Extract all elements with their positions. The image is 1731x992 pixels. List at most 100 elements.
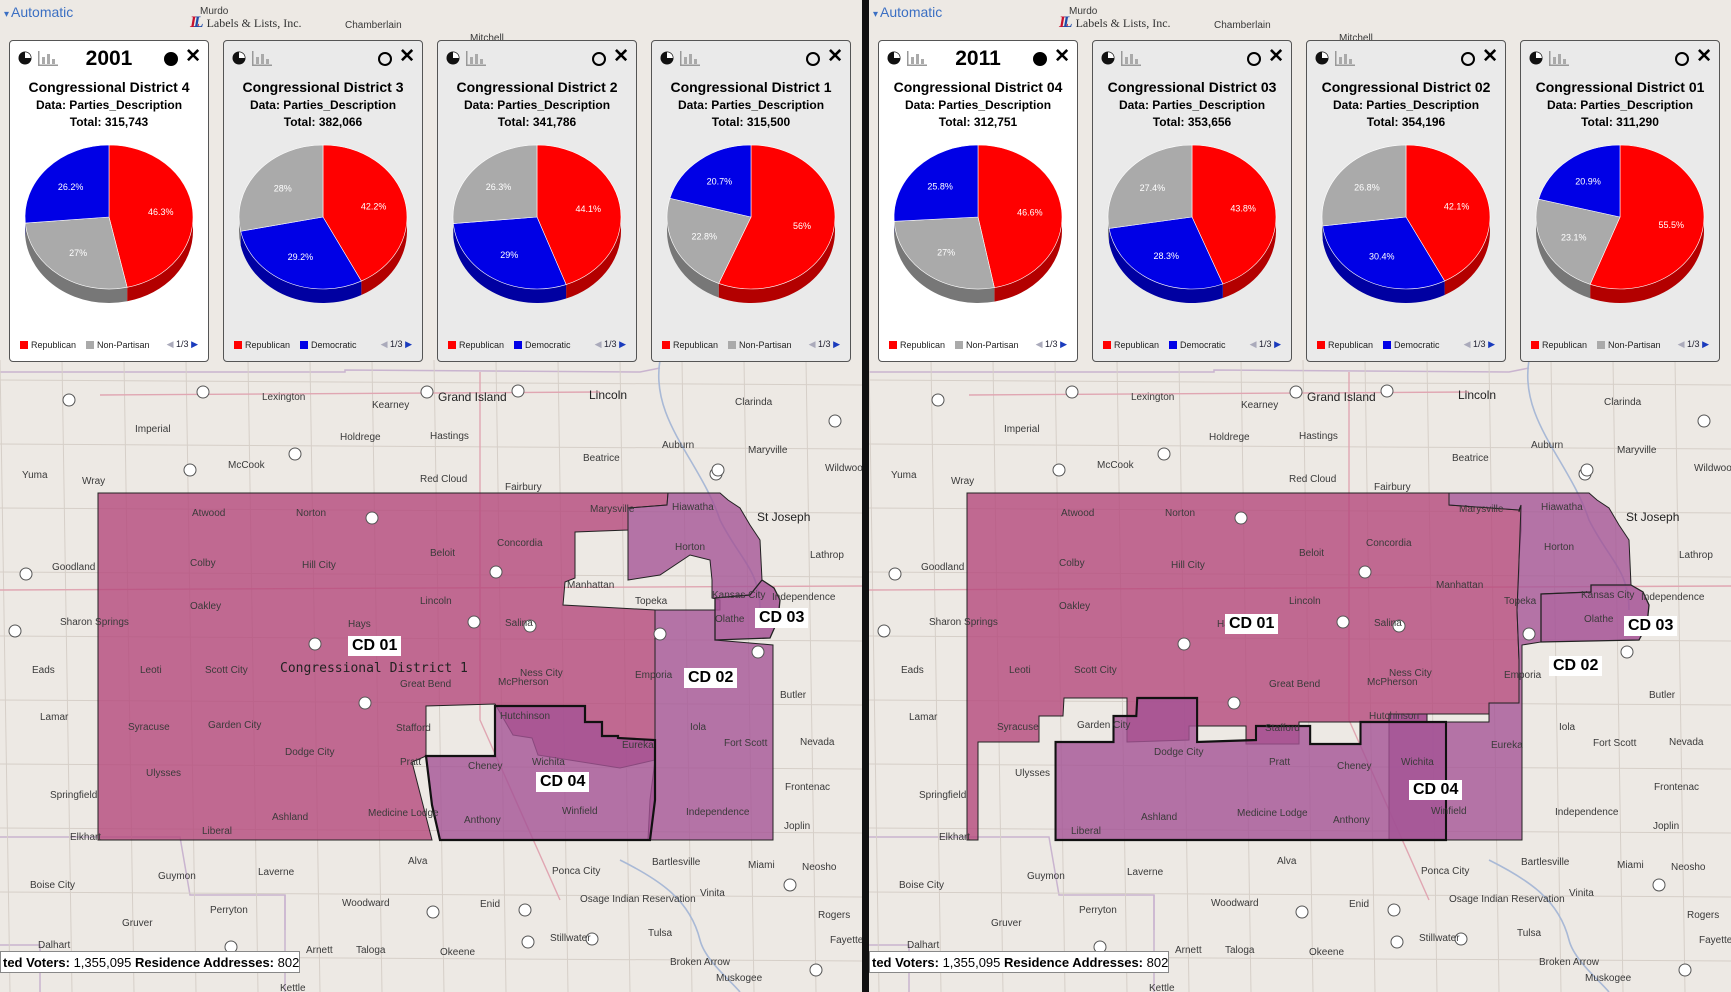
close-icon[interactable]: ✕ bbox=[1268, 46, 1284, 67]
legend-item[interactable]: Republican bbox=[1317, 340, 1373, 350]
map-mode-dropdown[interactable]: ▾ Automatic bbox=[4, 4, 73, 20]
legend-item[interactable]: Non-Partisan bbox=[728, 340, 792, 350]
close-icon[interactable]: ✕ bbox=[399, 46, 415, 67]
legend-item[interactable]: Republican bbox=[662, 340, 718, 350]
district-chart-card[interactable]: 2001 ✕ Congressional District 4 Data: Pa… bbox=[9, 40, 209, 362]
map-mode-dropdown[interactable]: ▾ Automatic bbox=[873, 4, 942, 20]
close-icon[interactable]: ✕ bbox=[1482, 46, 1498, 67]
bar-chart-icon[interactable] bbox=[466, 51, 486, 66]
close-icon[interactable]: ✕ bbox=[1696, 46, 1712, 67]
legend-pager[interactable]: ◀ 1/3 ▶ bbox=[167, 339, 198, 350]
pie-chart-icon[interactable] bbox=[18, 51, 32, 65]
bar-chart-icon[interactable] bbox=[1121, 51, 1141, 66]
bar-chart-icon[interactable] bbox=[1549, 51, 1569, 66]
pie-chart[interactable]: 42.1% 30.4% 26.8% bbox=[1307, 139, 1505, 329]
district-chart-card[interactable]: ✕ Congressional District 1 Data: Parties… bbox=[651, 40, 851, 362]
chevron-right-icon[interactable]: ▶ bbox=[191, 339, 198, 349]
chevron-right-icon[interactable]: ▶ bbox=[405, 339, 412, 349]
close-icon[interactable]: ✕ bbox=[185, 46, 201, 67]
chevron-right-icon[interactable]: ▶ bbox=[1060, 339, 1067, 349]
map-panel-2011[interactable]: Murdo Chamberlain Mitchell Lexington Kearney… bbox=[869, 0, 1731, 992]
pie-chart-icon[interactable] bbox=[1101, 51, 1115, 65]
legend-item[interactable]: Democratic bbox=[1169, 340, 1226, 350]
select-radio[interactable] bbox=[1461, 52, 1475, 66]
district-chart-card[interactable]: ✕ Congressional District 2 Data: Parties… bbox=[437, 40, 637, 362]
district-label[interactable]: CD 03 bbox=[755, 608, 809, 628]
district-label[interactable]: CD 04 bbox=[1409, 780, 1463, 800]
pie-chart-icon[interactable] bbox=[660, 51, 674, 65]
legend-item[interactable]: Non-Partisan bbox=[86, 340, 150, 350]
legend-item[interactable]: Republican bbox=[234, 340, 290, 350]
district-chart-card[interactable]: ✕ Congressional District 02 Data: Partie… bbox=[1306, 40, 1506, 362]
chevron-left-icon[interactable]: ◀ bbox=[594, 339, 602, 349]
chevron-right-icon[interactable]: ▶ bbox=[1274, 339, 1281, 349]
pie-chart[interactable]: 46.3% 27% 26.2% bbox=[10, 139, 208, 329]
chevron-left-icon[interactable]: ◀ bbox=[1463, 339, 1471, 349]
chevron-right-icon[interactable]: ▶ bbox=[619, 339, 626, 349]
close-icon[interactable]: ✕ bbox=[827, 46, 843, 67]
district-label[interactable]: CD 04 bbox=[536, 772, 590, 792]
chevron-left-icon[interactable]: ◀ bbox=[380, 339, 388, 349]
pie-chart[interactable]: 44.1% 29% 26.3% bbox=[438, 139, 636, 329]
pie-chart[interactable]: 42.2% 29.2% 28% bbox=[224, 139, 422, 329]
pie-chart-icon[interactable] bbox=[1529, 51, 1543, 65]
legend-item[interactable]: Non-Partisan bbox=[955, 340, 1019, 350]
district-chart-card[interactable]: ✕ Congressional District 01 Data: Partie… bbox=[1520, 40, 1720, 362]
select-radio[interactable] bbox=[1033, 52, 1047, 66]
select-radio[interactable] bbox=[378, 52, 392, 66]
legend-item[interactable]: Republican bbox=[448, 340, 504, 350]
bar-chart-icon[interactable] bbox=[1335, 51, 1355, 66]
legend-item[interactable]: Republican bbox=[1531, 340, 1587, 350]
close-icon[interactable]: ✕ bbox=[613, 46, 629, 67]
district-label[interactable]: CD 01 bbox=[1225, 614, 1279, 634]
chevron-left-icon[interactable]: ◀ bbox=[1035, 339, 1043, 349]
legend-item[interactable]: Republican bbox=[20, 340, 76, 350]
legend-pager[interactable]: ◀ 1/3 ▶ bbox=[1250, 339, 1281, 350]
chevron-left-icon[interactable]: ◀ bbox=[808, 339, 816, 349]
district-chart-card[interactable]: 2011 ✕ Congressional District 04 Data: P… bbox=[878, 40, 1078, 362]
chevron-left-icon[interactable]: ◀ bbox=[166, 339, 174, 349]
district-label[interactable]: CD 02 bbox=[684, 668, 738, 688]
legend-item[interactable]: Non-Partisan bbox=[1597, 340, 1661, 350]
select-radio[interactable] bbox=[1675, 52, 1689, 66]
legend-pager[interactable]: ◀ 1/3 ▶ bbox=[1678, 339, 1709, 350]
district-chart-card[interactable]: ✕ Congressional District 3 Data: Parties… bbox=[223, 40, 423, 362]
legend-pager[interactable]: ◀ 1/3 ▶ bbox=[595, 339, 626, 350]
pie-chart-icon[interactable] bbox=[887, 51, 901, 65]
pie-chart[interactable]: 46.6% 27% 25.8% bbox=[879, 139, 1077, 329]
district-label[interactable]: CD 02 bbox=[1549, 656, 1603, 676]
pie-chart-icon[interactable] bbox=[446, 51, 460, 65]
legend-item[interactable]: Democratic bbox=[1383, 340, 1440, 350]
pie-chart[interactable]: 56% 22.8% 20.7% bbox=[652, 139, 850, 329]
legend-item[interactable]: Republican bbox=[1103, 340, 1159, 350]
select-radio[interactable] bbox=[1247, 52, 1261, 66]
legend-pager[interactable]: ◀ 1/3 ▶ bbox=[1464, 339, 1495, 350]
pie-chart-icon[interactable] bbox=[232, 51, 246, 65]
map-panel-2001[interactable]: Murdo Chamberlain Mitchell Lexington Kearney… bbox=[0, 0, 862, 992]
legend-pager[interactable]: ◀ 1/3 ▶ bbox=[1036, 339, 1067, 350]
chevron-right-icon[interactable]: ▶ bbox=[1702, 339, 1709, 349]
pie-chart[interactable]: 55.5% 23.1% 20.9% bbox=[1521, 139, 1719, 329]
chevron-right-icon[interactable]: ▶ bbox=[833, 339, 840, 349]
base-map[interactable] bbox=[869, 0, 1731, 992]
bar-chart-icon[interactable] bbox=[680, 51, 700, 66]
legend-item[interactable]: Republican bbox=[889, 340, 945, 350]
pie-chart[interactable]: 43.8% 28.3% 27.4% bbox=[1093, 139, 1291, 329]
chevron-right-icon[interactable]: ▶ bbox=[1488, 339, 1495, 349]
legend-pager[interactable]: ◀ 1/3 ▶ bbox=[381, 339, 412, 350]
bar-chart-icon[interactable] bbox=[38, 51, 58, 66]
district-label[interactable]: CD 01 bbox=[348, 636, 402, 656]
select-radio[interactable] bbox=[806, 52, 820, 66]
bar-chart-icon[interactable] bbox=[252, 51, 272, 66]
pie-chart-icon[interactable] bbox=[1315, 51, 1329, 65]
bar-chart-icon[interactable] bbox=[907, 51, 927, 66]
chevron-left-icon[interactable]: ◀ bbox=[1677, 339, 1685, 349]
district-chart-card[interactable]: ✕ Congressional District 03 Data: Partie… bbox=[1092, 40, 1292, 362]
district-label[interactable]: CD 03 bbox=[1624, 616, 1678, 636]
close-icon[interactable]: ✕ bbox=[1054, 46, 1070, 67]
select-radio[interactable] bbox=[164, 52, 178, 66]
select-radio[interactable] bbox=[592, 52, 606, 66]
legend-item[interactable]: Democratic bbox=[514, 340, 571, 350]
legend-item[interactable]: Democratic bbox=[300, 340, 357, 350]
legend-pager[interactable]: ◀ 1/3 ▶ bbox=[809, 339, 840, 350]
